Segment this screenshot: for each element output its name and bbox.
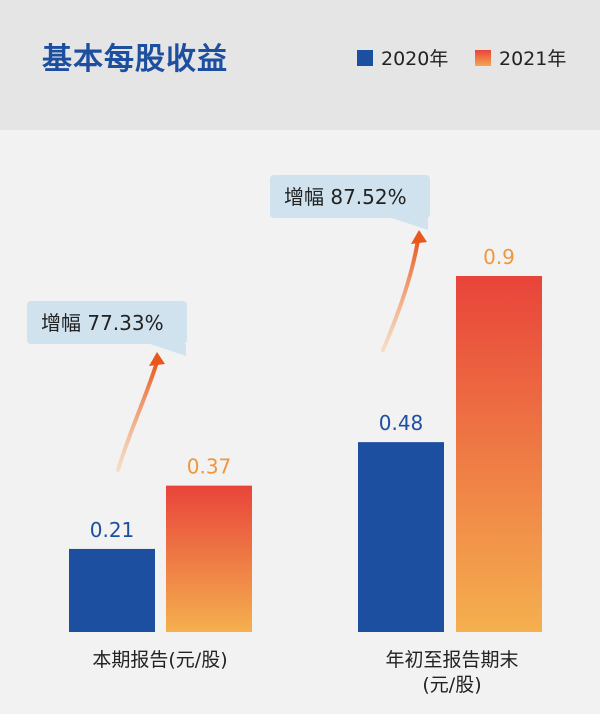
category-label-1-0: 年初至报告期末 xyxy=(385,649,518,671)
legend-swatch-2021 xyxy=(475,49,491,66)
callout-box-1 xyxy=(270,175,430,218)
growth-arrow-0 xyxy=(116,360,159,472)
bar-2020年-0 xyxy=(69,548,155,632)
category-label-1-1: (元/股) xyxy=(422,674,481,696)
legend-swatch-2020 xyxy=(357,49,373,66)
bar-2021年-0 xyxy=(166,485,252,632)
growth-arrow-1 xyxy=(381,238,420,352)
bar-2020年-1 xyxy=(358,442,444,632)
annotation-0: 增幅 77.33% xyxy=(41,311,164,335)
growth-arrowhead-0 xyxy=(149,352,165,366)
value-label-2021年-1: 0.9 xyxy=(483,245,515,269)
legend-item-2021: 2021年 xyxy=(475,44,566,71)
value-label-2020年-1: 0.48 xyxy=(379,411,424,435)
callout-box-0 xyxy=(27,301,187,344)
annotation-1: 增幅 87.52% xyxy=(284,185,407,209)
bar-2021年-1 xyxy=(456,276,542,632)
callout-tail-1 xyxy=(392,218,428,230)
chart-header: 基本每股收益 2020年 2021年 xyxy=(0,0,600,130)
legend-item-2020: 2020年 xyxy=(357,44,448,71)
legend-label-2021: 2021年 xyxy=(499,48,567,70)
value-label-2020年-0: 0.21 xyxy=(90,518,135,542)
growth-arrowhead-1 xyxy=(411,230,427,244)
chart-title: 基本每股收益 xyxy=(42,42,228,77)
legend-label-2020: 2020年 xyxy=(381,48,449,70)
value-label-2021年-0: 0.37 xyxy=(187,455,232,479)
category-label-0-0: 本期报告(元/股) xyxy=(92,649,227,671)
callout-tail-0 xyxy=(150,344,186,356)
